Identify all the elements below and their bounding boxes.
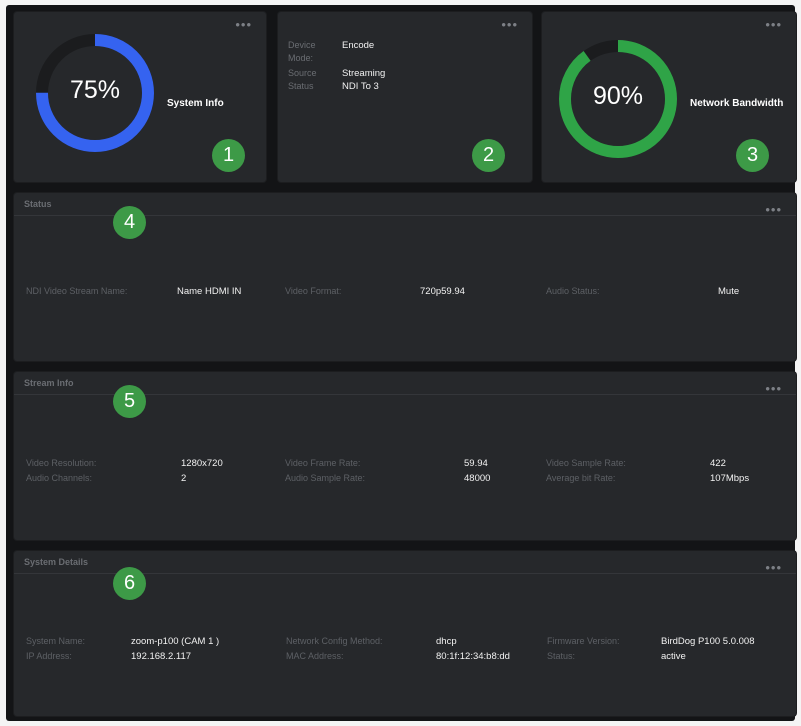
system-name-label: System Name: (26, 636, 86, 646)
more-options-icon[interactable]: ••• (235, 17, 252, 32)
audio-status-value: Mute (718, 286, 740, 297)
system-details-header (14, 551, 796, 574)
source-label: Source (288, 68, 317, 78)
video-sample-rate-label: Video Sample Rate: (546, 458, 626, 468)
ndi-stream-name-label: NDI Video Stream Name: (26, 286, 128, 296)
system-gauge-ring (36, 34, 154, 152)
video-resolution-value: 1280x720 (181, 458, 223, 469)
audio-channels-value: 2 (181, 473, 187, 484)
system-name-value: zoom-p100 (CAM 1 ) (131, 636, 220, 647)
dashboard-frame: ••• 75% System Info 1 ••• Device Encode … (6, 5, 796, 721)
network-config-value: dhcp (436, 636, 457, 647)
more-options-icon[interactable]: ••• (501, 17, 518, 32)
network-gauge: 90% (555, 36, 681, 162)
audio-status-label: Audio Status: (546, 286, 600, 296)
marker-badge-4: 4 (113, 206, 146, 239)
video-frame-rate-label: Video Frame Rate: (285, 458, 361, 468)
network-title: Network Bandwidth (690, 98, 784, 109)
video-format-label: Video Format: (285, 286, 342, 296)
ip-address-value: 192.168.2.117 (131, 651, 192, 662)
stream-info-section: Stream Info ••• 5 Video Resolution: 1280… (14, 372, 796, 540)
average-bit-rate-value: 107Mbps (710, 473, 750, 484)
marker-badge-1: 1 (212, 139, 245, 172)
device-value: Encode (342, 40, 375, 51)
system-status-value: active (661, 651, 686, 662)
more-options-icon[interactable]: ••• (765, 202, 782, 217)
audio-channels-label: Audio Channels: (26, 473, 93, 483)
ip-address-label: IP Address: (26, 651, 72, 661)
system-details-title: System Details (24, 557, 89, 567)
source-value: Streaming (342, 68, 386, 79)
mac-address-label: MAC Address: (286, 651, 344, 661)
stream-info-header (14, 372, 796, 395)
video-frame-rate-value: 59.94 (464, 458, 488, 469)
video-resolution-label: Video Resolution: (26, 458, 97, 468)
marker-badge-2: 2 (472, 139, 505, 172)
audio-sample-rate-label: Audio Sample Rate: (285, 473, 366, 483)
stream-info-title: Stream Info (24, 378, 74, 388)
firmware-version-label: Firmware Version: (547, 636, 620, 646)
network-card: ••• 90% Network Bandwidth 3 (542, 12, 796, 182)
status-value: NDI To 3 (342, 81, 379, 92)
network-config-label: Network Config Method: (286, 636, 383, 646)
more-options-icon[interactable]: ••• (765, 560, 782, 575)
status-header (14, 193, 796, 216)
marker-badge-3: 3 (736, 139, 769, 172)
network-percent: 90% (592, 82, 644, 110)
audio-sample-rate-value: 48000 (464, 473, 491, 484)
more-options-icon[interactable]: ••• (765, 381, 782, 396)
status-title: Status (24, 199, 52, 209)
mode-label: Mode: (288, 53, 314, 63)
marker-badge-5: 5 (113, 385, 146, 418)
status-section: Status ••• 4 NDI Video Stream Name: Name… (14, 193, 796, 361)
firmware-version-value: BirdDog P100 5.0.008 (661, 636, 755, 647)
system-details-section: System Details ••• 6 System Name: zoom-p… (14, 551, 796, 716)
video-sample-rate-value: 422 (710, 458, 726, 469)
system-gauge: 75% (32, 30, 158, 156)
status-label: Status (288, 81, 314, 91)
mac-address-value: 80:1f:12:34:b8:dd (436, 651, 510, 662)
more-options-icon[interactable]: ••• (765, 17, 782, 32)
video-format-value: 720p59.94 (420, 286, 465, 297)
average-bit-rate-label: Average bit Rate: (546, 473, 616, 483)
device-label: Device (288, 40, 316, 50)
system-info-card: ••• 75% System Info 1 (14, 12, 266, 182)
marker-badge-6: 6 (113, 567, 146, 600)
system-status-label: Status: (547, 651, 576, 661)
system-percent: 75% (69, 76, 121, 104)
device-card: ••• Device Encode Mode: Source Streaming… (278, 12, 532, 182)
ndi-stream-name-value: Name HDMI IN (177, 286, 242, 297)
system-info-title: System Info (167, 98, 224, 109)
network-gauge-ring (559, 40, 677, 158)
